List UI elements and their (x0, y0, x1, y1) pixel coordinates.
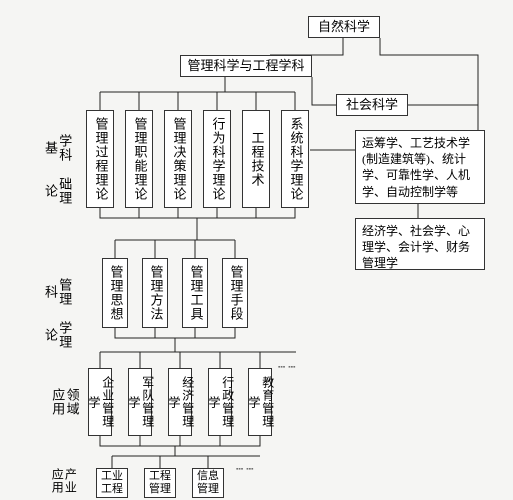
t: 行为科学理论 (210, 117, 225, 201)
t: 系统科学理论 (288, 117, 303, 201)
label: 自然科学 (318, 20, 370, 35)
rowlabel-app-industry: 应用产业 (50, 468, 76, 497)
mgmt-theory-1: 管理方法 (142, 258, 168, 328)
node-mgmt-discipline: 管理科学与工程学科 (180, 55, 312, 77)
t: 军队管理学 (126, 371, 154, 433)
foundation-1: 管理职能理论 (125, 110, 153, 208)
foundation-4: 工程技术 (242, 110, 270, 208)
foundation-0: 管理过程理论 (86, 110, 114, 208)
t: 管理决策理论 (171, 117, 186, 201)
app-field-2: 经济管理学 (168, 368, 192, 436)
rowlabel-foundation: 学科基础理论 (40, 128, 74, 215)
t: 行政管理学 (206, 371, 234, 433)
app-industry-0: 工业工程 (96, 468, 128, 498)
t: 运筹学、工艺技术学(制造建筑等)、统计学、可靠性学、人机学、自动控制学等 (362, 136, 470, 199)
t: 管理工具 (188, 265, 203, 321)
rowlabel-app-field: 应用领域 (50, 388, 79, 419)
foundation-3: 行为科学理论 (203, 110, 231, 208)
app-industry-2: 信息管理 (192, 468, 224, 498)
label: 社会科学 (346, 98, 398, 113)
app-field-ellipsis: ┄┄ (278, 360, 298, 375)
t: 管理思想 (108, 265, 123, 321)
foundation-2: 管理决策理论 (164, 110, 192, 208)
app-industry-ellipsis: ┄┄ (236, 462, 256, 477)
t: 工业工程 (99, 470, 125, 495)
foundation-5: 系统科学理论 (281, 110, 309, 208)
app-field-4: 教育管理学 (248, 368, 272, 436)
app-field-1: 军队管理学 (128, 368, 152, 436)
app-field-3: 行政管理学 (208, 368, 232, 436)
t: 企业管理学 (86, 371, 114, 433)
t: 管理方法 (148, 265, 163, 321)
node-natural-science: 自然科学 (308, 16, 380, 38)
mgmt-theory-2: 管理工具 (182, 258, 208, 328)
t: 经济管理学 (166, 371, 194, 433)
label: 管理科学与工程学科 (187, 59, 304, 74)
t: 管理职能理论 (132, 117, 147, 201)
mgmt-theory-3: 管理手段 (222, 258, 248, 328)
app-industry-1: 工程管理 (144, 468, 176, 498)
app-field-0: 企业管理学 (88, 368, 112, 436)
node-social-science: 社会科学 (336, 94, 408, 116)
t: 信息管理 (195, 470, 221, 495)
t: 管理过程理论 (93, 117, 108, 201)
t: 管理手段 (228, 265, 243, 321)
mgmt-theory-0: 管理思想 (102, 258, 128, 328)
sidebox-2: 经济学、社会学、心理学、会计学、财务管理学 (355, 218, 485, 270)
t: 教育管理学 (246, 371, 274, 433)
rowlabel-mgmt-theory: 管理科学理论 (40, 272, 74, 359)
t: 经济学、社会学、心理学、会计学、财务管理学 (362, 224, 470, 270)
t: 工程技术 (249, 131, 264, 187)
t: 工程管理 (147, 470, 173, 495)
sidebox-1: 运筹学、工艺技术学(制造建筑等)、统计学、可靠性学、人机学、自动控制学等 (355, 130, 485, 204)
